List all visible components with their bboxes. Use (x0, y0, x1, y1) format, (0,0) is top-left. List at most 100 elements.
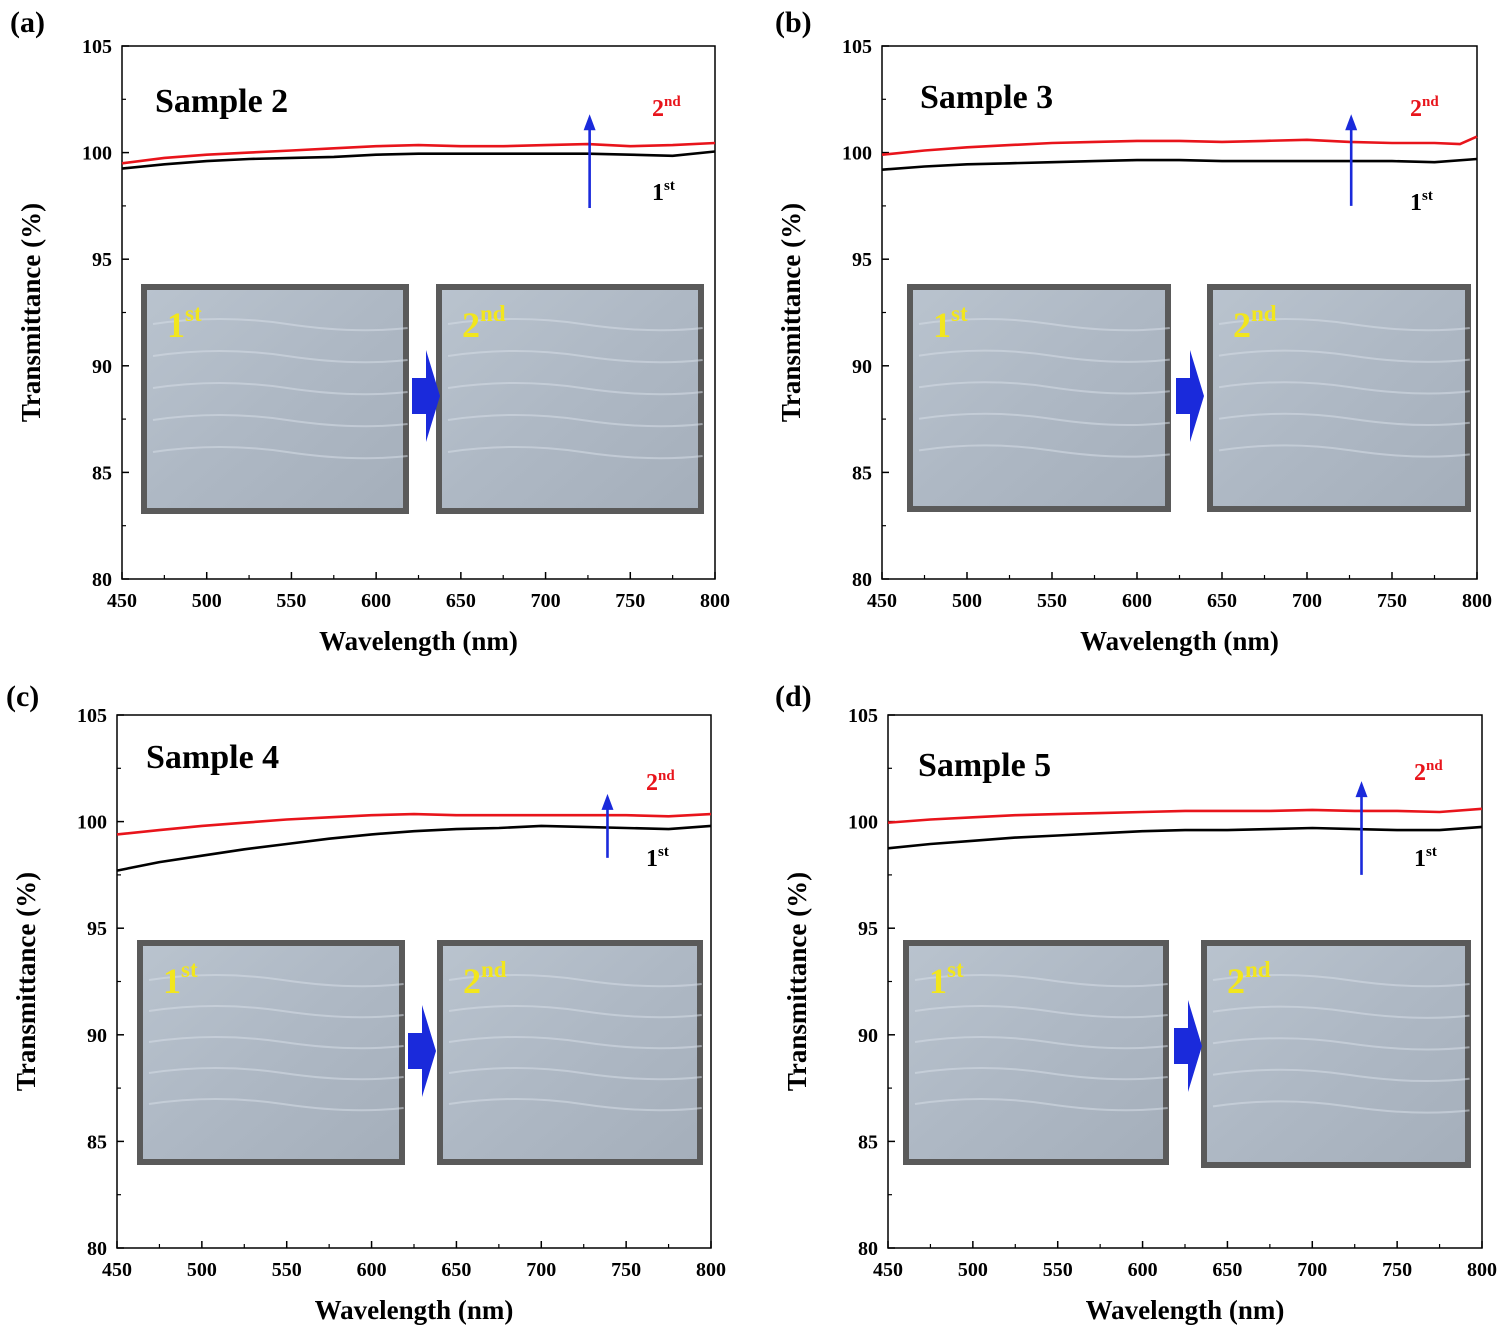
y-axis-label: Transmittance (%) (11, 872, 41, 1091)
x-tick-label: 500 (192, 590, 222, 612)
y-tick-label: 85 (858, 1131, 878, 1153)
series-label-2nd: 2nd (652, 94, 681, 122)
series-label-1st: 1st (1414, 844, 1437, 872)
film-wrinkle (1218, 349, 1470, 363)
film-sample (1207, 946, 1465, 1162)
y-tick-label: 85 (92, 462, 112, 484)
photo-label: 1st (163, 957, 198, 1001)
increase-arrow-head-icon (1345, 114, 1358, 131)
x-tick-label: 800 (1467, 1259, 1497, 1281)
film-sample (143, 946, 399, 1159)
photo-2nd: 2nd (437, 940, 703, 1165)
x-tick-label: 750 (1377, 590, 1407, 612)
increase-arrow-head-icon (1355, 781, 1368, 798)
film-wrinkle (1212, 974, 1470, 988)
y-tick-label: 90 (852, 356, 872, 378)
chart-panel-c: 450 500 550 600 650 700 750 800 80 85 90 95 100 105 Wa… (6, 680, 726, 1325)
y-tick-label: 80 (92, 569, 112, 591)
x-tick-label: 800 (1462, 590, 1492, 612)
y-tick-label: 90 (858, 1025, 878, 1047)
film-wrinkle (152, 414, 408, 428)
x-tick-label: 450 (873, 1259, 903, 1281)
film-wrinkle (447, 350, 703, 364)
x-tick-label: 750 (611, 1259, 641, 1281)
chart-title: Sample 3 (920, 79, 1053, 116)
photo-1st: 1st (907, 284, 1171, 512)
x-tick-label: 700 (526, 1259, 556, 1281)
transition-arrow-icon (412, 350, 440, 442)
film-wrinkle (1218, 412, 1470, 427)
series-line-2nd (121, 141, 716, 165)
y-tick-label: 100 (842, 143, 872, 165)
film-wrinkle (448, 1067, 702, 1081)
film-wrinkle (448, 1005, 702, 1019)
series-label-2nd: 2nd (1414, 758, 1443, 786)
x-tick-label: 500 (952, 590, 982, 612)
film-wrinkle (152, 318, 408, 332)
x-tick-label: 600 (1122, 590, 1152, 612)
series-label-2nd: 2nd (1410, 94, 1439, 122)
photo-label: 2nd (462, 301, 506, 345)
transition-arrow-icon (408, 1005, 436, 1097)
x-tick-label: 750 (615, 590, 645, 612)
series-label-1st: 1st (652, 178, 675, 206)
film-wrinkle (1212, 1037, 1470, 1051)
y-tick-label: 80 (87, 1238, 107, 1260)
film-wrinkle (148, 1036, 404, 1050)
x-tick-label: 700 (1292, 590, 1322, 612)
x-tick-label: 650 (1212, 1259, 1242, 1281)
photo-label: 1st (167, 301, 202, 345)
photo-label: 2nd (463, 957, 507, 1001)
photo-label: 2nd (1233, 301, 1277, 345)
series-line-1st (887, 825, 1483, 850)
x-tick-label: 450 (867, 590, 897, 612)
x-tick-label: 800 (696, 1259, 726, 1281)
film-wrinkle (1218, 381, 1470, 395)
x-axis-label: Wavelength (nm) (1080, 626, 1279, 656)
y-tick-label: 100 (77, 812, 107, 834)
film-wrinkle (914, 974, 1168, 988)
photo-2nd: 2nd (1207, 284, 1471, 512)
film-sample (1213, 290, 1465, 506)
x-axis-label: Wavelength (nm) (315, 1295, 514, 1325)
increase-arrow-head-icon (583, 114, 596, 131)
series-line-2nd (887, 807, 1483, 824)
x-tick-label: 650 (1207, 590, 1237, 612)
photo-label: 1st (933, 301, 968, 345)
y-tick-label: 80 (852, 569, 872, 591)
y-tick-label: 105 (848, 705, 878, 727)
x-axis-label: Wavelength (nm) (1086, 1295, 1285, 1325)
chart-panel-a: 450 500 550 600 650 700 750 800 80 85 90 95 100 105 Wa… (10, 6, 730, 656)
film-sample (442, 290, 698, 508)
photo-1st: 1st (141, 284, 409, 514)
series-line-1st (881, 157, 1478, 171)
film-wrinkle (1218, 444, 1470, 458)
y-tick-label: 95 (87, 918, 107, 940)
transition-arrow-icon (1174, 1000, 1202, 1092)
film-wrinkle (914, 1005, 1168, 1019)
y-tick-label: 85 (852, 462, 872, 484)
film-wrinkle (914, 1098, 1168, 1112)
film-wrinkle (148, 1005, 404, 1019)
photo-1st: 1st (903, 940, 1169, 1165)
x-axis-label: Wavelength (nm) (319, 626, 518, 656)
film-wrinkle (148, 1098, 404, 1112)
film-wrinkle (918, 318, 1170, 332)
chart-panel-d: 450 500 550 600 650 700 750 800 80 85 90 95 100 105 Wa… (775, 680, 1497, 1325)
film-wrinkle (448, 974, 702, 988)
panel-letter: (c) (6, 680, 39, 713)
x-tick-label: 550 (276, 590, 306, 612)
y-tick-label: 105 (82, 36, 112, 58)
film-wrinkle (148, 1067, 404, 1081)
film-wrinkle (914, 1067, 1168, 1081)
film-wrinkle (447, 414, 703, 428)
x-tick-label: 600 (1128, 1259, 1158, 1281)
panel-letter: (d) (775, 680, 812, 713)
x-tick-label: 800 (700, 590, 730, 612)
film-sample (913, 290, 1165, 506)
y-axis-label: Transmittance (%) (16, 203, 46, 422)
film-wrinkle (152, 446, 408, 460)
y-axis-label: Transmittance (%) (782, 872, 812, 1091)
photo-2nd: 2nd (436, 284, 704, 514)
panel-letter: (a) (10, 6, 45, 39)
